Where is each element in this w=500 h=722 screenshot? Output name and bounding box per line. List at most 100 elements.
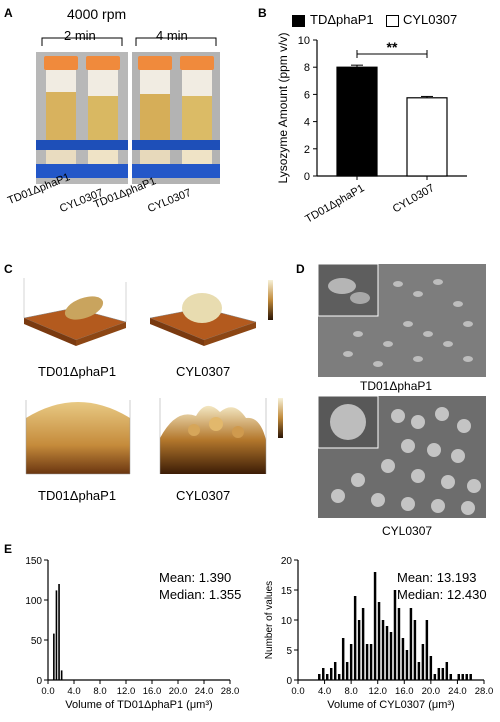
panel-letter-d: D [296, 262, 305, 276]
histogram-bar [457, 674, 460, 680]
histogram-bar [337, 674, 341, 680]
histogram-bar [318, 674, 321, 680]
histogram-cyl0307-volume: 0 5 10 15 20 0.0 4.0 8.0 12.0 16.0 20.0 24.0 28.0 Vol… [264, 556, 494, 711]
x-tick-label: 8.0 [93, 686, 106, 697]
x-tick-label: 12.0 [117, 686, 136, 697]
histogram-bar [329, 668, 333, 680]
legend-swatch-filled [292, 15, 305, 27]
x-tick-label: 4.0 [67, 686, 80, 697]
x-tick-label: 16.0 [395, 686, 414, 697]
histogram-bar [433, 674, 437, 680]
histogram-bar [421, 644, 425, 680]
y-tick-label: 0 [286, 676, 292, 687]
time-brackets [41, 37, 217, 46]
histogram-bar [53, 633, 55, 680]
y-tick-label: 100 [25, 596, 42, 607]
lysozyme-bar-chart: 0 2 4 6 8 10 Lysozyme Amount (ppm v/v) TD01Δpha… [276, 33, 467, 226]
afm-label-cyl0307-top: CYL0307 [176, 364, 231, 379]
x-tick-label: 0.0 [41, 686, 54, 697]
tube-illustration [132, 52, 220, 184]
stat-mean-cyl0307: Mean: 13.193 [397, 570, 477, 585]
x-axis-label: Volume of CYL0307 (μm³) [327, 699, 454, 711]
histogram-bar [322, 668, 325, 680]
histogram-bar [373, 572, 377, 680]
y-tick-label: 10 [281, 616, 293, 627]
y-tick-label: 8 [304, 62, 310, 74]
histogram-bar [461, 674, 464, 680]
centrifuge-speed-label: 4000 rpm [67, 6, 127, 22]
histogram-bar [60, 670, 63, 680]
x-tick-label: 0.0 [291, 686, 304, 697]
histogram-bar [353, 596, 357, 680]
histogram-bar [365, 644, 369, 680]
histogram-bar [425, 620, 429, 680]
y-tick-label: 0 [304, 171, 310, 183]
time-4min-label: 4 min [156, 28, 188, 43]
histogram-bar [393, 590, 397, 680]
histogram-bar [333, 662, 337, 680]
panel-letter-b: B [258, 6, 267, 20]
x-tick-label: 4.0 [318, 686, 331, 697]
x-tick-label: 8.0 [345, 686, 358, 697]
x-tick-label: 28.0 [475, 686, 494, 697]
tube-photo-2min [36, 52, 128, 184]
tube-photo-4min [132, 52, 220, 184]
y-tick-label: 150 [25, 556, 42, 567]
legend-label-cyl0307: CYL0307 [403, 12, 458, 27]
y-tick-label: 2 [304, 144, 310, 156]
histogram-bar [445, 662, 449, 680]
afm-label-td01-bottom: TD01ΔphaP1 [38, 488, 117, 503]
x-tick-label: CYL0307 [391, 182, 437, 215]
histogram-bar [465, 674, 468, 680]
stat-median-cyl0307: Median: 12.430 [397, 587, 487, 602]
tube-illustration [36, 52, 128, 184]
x-tick-label: 12.0 [368, 686, 387, 697]
histogram-bar [381, 620, 385, 680]
bar-1 [336, 66, 378, 177]
tube-label-cyl0307-4min: CYL0307 [146, 186, 194, 216]
afm-zoom-cyl0307 [159, 398, 283, 474]
histogram-bar [58, 584, 60, 680]
histogram-bar [325, 674, 329, 680]
afm-image-td01-top [23, 278, 127, 346]
histogram-bar [345, 662, 349, 680]
histogram-bar [429, 656, 433, 680]
y-axis-label: Number of values [264, 581, 275, 659]
afm-label-td01-top: TD01ΔphaP1 [38, 364, 117, 379]
x-tick-label: 20.0 [422, 686, 441, 697]
bar-2 [406, 97, 448, 177]
y-tick-label: 5 [286, 646, 292, 657]
afm-image-cyl0307-top [149, 280, 273, 346]
afm-zoom-td01 [25, 400, 131, 475]
afm-label-cyl0307-bottom: CYL0307 [176, 488, 231, 503]
x-axis-label: Volume of TD01ΔphaP1 (μm³) [65, 699, 212, 711]
y-tick-label: 20 [281, 556, 293, 567]
x-tick-label: TD01ΔphaP1 [303, 182, 366, 225]
x-tick-label: 20.0 [169, 686, 188, 697]
panel-letter-a: A [4, 6, 13, 20]
histogram-bar [361, 608, 365, 680]
time-2min-label: 2 min [64, 28, 96, 43]
histogram-bar [55, 590, 58, 680]
histogram-bar [357, 620, 361, 680]
stat-mean-td01: Mean: 1.390 [159, 570, 232, 585]
x-tick-label: 16.0 [143, 686, 162, 697]
legend-swatch-open [386, 15, 399, 27]
x-tick-label: 24.0 [195, 686, 214, 697]
significance-label: ** [387, 39, 398, 55]
histogram-bar [397, 608, 401, 680]
histogram-bar [369, 644, 373, 680]
sem-label-cyl0307: CYL0307 [382, 524, 433, 538]
histogram-bar [385, 626, 389, 680]
y-tick-label: 0 [36, 676, 42, 687]
legend-label-td: TDΔphaP1 [310, 12, 374, 27]
sem-image-td01 [318, 264, 486, 377]
y-tick-label: 6 [304, 89, 310, 101]
histogram-bar [377, 602, 381, 680]
histogram-bar [401, 638, 405, 680]
histogram-bar [409, 608, 413, 680]
histogram-bar [417, 662, 421, 680]
histogram-td01-volume: 0 50 100 150 0.0 4.0 8.0 12.0 16.0 20.0 24.0 28.0 Vo… [25, 556, 239, 711]
y-tick-label: 10 [298, 35, 310, 47]
y-axis-label: Lysozyme Amount (ppm v/v) [276, 33, 290, 184]
